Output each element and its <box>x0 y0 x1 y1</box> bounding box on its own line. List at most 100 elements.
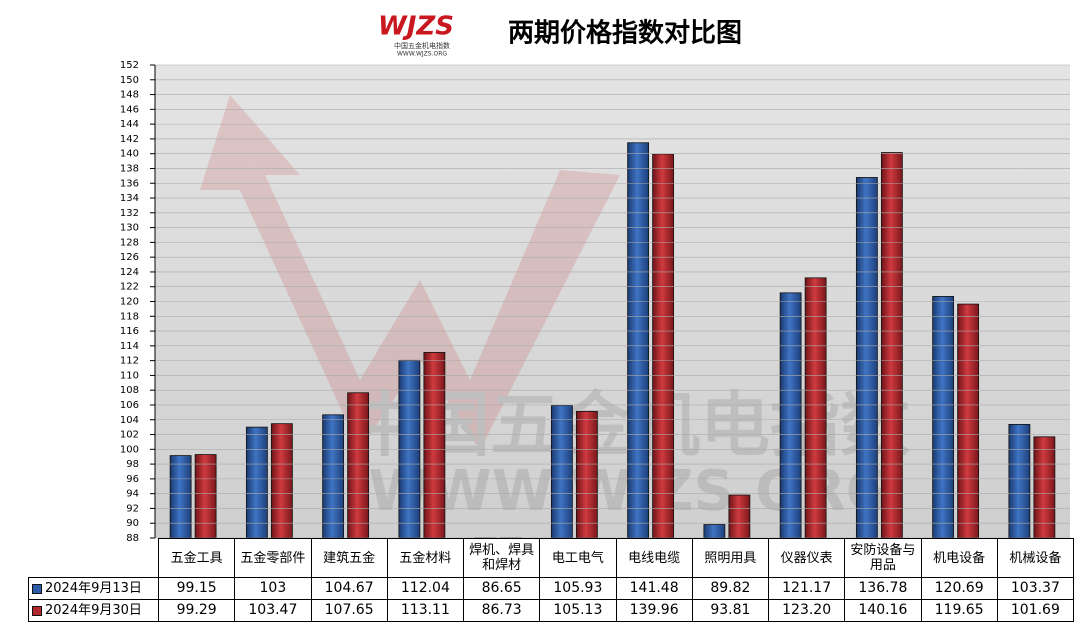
y-tick-label: 116 <box>120 326 139 337</box>
value-cell: 121.17 <box>767 577 846 600</box>
legend-entry: 2024年9月13日 <box>28 577 159 600</box>
bar <box>550 405 573 538</box>
y-tick-label: 102 <box>120 430 139 441</box>
value-cell: 119.65 <box>920 599 998 622</box>
value-cell: 139.96 <box>615 599 693 622</box>
y-tick-label: 136 <box>120 178 139 189</box>
bar <box>194 454 217 538</box>
value-cell: 104.67 <box>310 577 388 600</box>
value-cell: 140.16 <box>844 599 922 622</box>
y-tick-label: 126 <box>120 252 139 263</box>
bar <box>169 455 192 538</box>
value-cell: 86.65 <box>462 577 541 600</box>
value-cell: 141.48 <box>615 577 693 600</box>
value-cell: 103.37 <box>996 577 1075 600</box>
value-cell: 113.11 <box>386 599 465 622</box>
y-tick-label: 88 <box>126 533 139 544</box>
y-tick-label: 98 <box>126 459 139 470</box>
bar <box>804 277 827 538</box>
y-tick-label: 146 <box>120 104 139 115</box>
bar <box>957 303 980 538</box>
bar <box>270 423 293 538</box>
legend-swatch <box>32 605 42 616</box>
chart-title: 两期价格指数对比图 <box>508 18 742 49</box>
value-cell: 103.47 <box>234 599 312 622</box>
value-cell: 101.69 <box>996 599 1075 622</box>
legend-entry: 2024年9月30日 <box>28 599 159 622</box>
category-label: 建筑五金 <box>310 538 388 578</box>
table-row: 2024年9月30日 99.29 103.47 107.65 113.11 86.73 10… <box>28 599 1075 622</box>
value-cell: 99.15 <box>157 577 236 600</box>
y-tick-label: 148 <box>120 90 139 101</box>
y-tick-label: 120 <box>120 297 139 308</box>
category-label: 机电设备 <box>920 538 998 578</box>
table-corner <box>29 539 159 578</box>
value-cell: 112.04 <box>386 577 465 600</box>
y-tick-label: 104 <box>120 415 139 426</box>
table-row: 2024年9月13日 99.15 103 104.67 112.04 86.65 105.9… <box>28 577 1075 600</box>
value-cell: 99.29 <box>157 599 236 622</box>
legend-label: 2024年9月30日 <box>45 603 142 618</box>
category-label: 照明用具 <box>691 538 770 578</box>
bar <box>423 352 446 538</box>
y-tick-label: 124 <box>120 267 139 278</box>
y-tick-label: 112 <box>120 356 139 367</box>
category-label: 电线电缆 <box>615 538 693 578</box>
y-tick-label: 122 <box>120 282 139 293</box>
value-cell: 89.82 <box>691 577 770 600</box>
value-cell: 93.81 <box>691 599 770 622</box>
y-tick-label: 152 <box>120 60 139 71</box>
value-cell: 105.93 <box>539 577 617 600</box>
y-tick-label: 118 <box>120 311 139 322</box>
y-tick-label: 114 <box>120 341 139 352</box>
y-tick-label: 90 <box>126 518 139 529</box>
data-table: 五金工具 五金零部件 建筑五金 五金材料 焊机、焊具和焊材 电工电气 电线电缆 照明用具 仪器仪… <box>28 538 1075 622</box>
y-tick-label: 100 <box>120 444 139 455</box>
bar <box>575 410 598 538</box>
category-label: 电工电气 <box>539 538 617 578</box>
category-label: 五金材料 <box>386 538 465 578</box>
category-label: 五金工具 <box>157 538 236 578</box>
bar <box>1033 436 1056 538</box>
bar <box>779 292 802 538</box>
value-cell: 120.69 <box>920 577 998 600</box>
logo-name: 中国五金机电指数 <box>394 41 450 50</box>
bar <box>245 426 268 538</box>
y-tick-label: 138 <box>120 163 139 174</box>
bar <box>703 524 726 538</box>
category-label: 安防设备与用品 <box>844 538 922 578</box>
value-cell: 103 <box>234 577 312 600</box>
y-tick-label: 144 <box>120 119 139 130</box>
bar <box>322 414 345 538</box>
bar <box>855 177 878 538</box>
bar <box>932 296 955 538</box>
category-label: 仪器仪表 <box>767 538 846 578</box>
y-tick-label: 92 <box>126 503 139 514</box>
logo-url: WWW.WJZS.ORG <box>397 51 447 58</box>
y-tick-label: 134 <box>120 193 139 204</box>
y-tick-label: 108 <box>120 385 139 396</box>
value-cell: 123.20 <box>767 599 846 622</box>
category-label: 机械设备 <box>996 538 1075 578</box>
y-tick-label: 142 <box>120 134 139 145</box>
bar <box>880 152 903 538</box>
y-tick-label: 140 <box>120 149 139 160</box>
y-tick-label: 150 <box>120 75 139 86</box>
bar <box>728 494 751 538</box>
y-tick-label: 128 <box>120 237 139 248</box>
value-cell: 86.73 <box>462 599 541 622</box>
value-cell: 105.13 <box>539 599 617 622</box>
category-label: 五金零部件 <box>234 538 312 578</box>
y-tick-label: 106 <box>120 400 139 411</box>
value-cell: 136.78 <box>844 577 922 600</box>
y-tick-label: 110 <box>120 370 139 381</box>
bar <box>1008 424 1031 538</box>
logo-mark: WJZS <box>378 12 454 42</box>
legend-swatch <box>32 583 42 594</box>
y-tick-label: 132 <box>120 208 139 219</box>
y-tick-label: 94 <box>126 489 139 500</box>
y-tick-label: 96 <box>126 474 139 485</box>
value-cell: 107.65 <box>310 599 388 622</box>
